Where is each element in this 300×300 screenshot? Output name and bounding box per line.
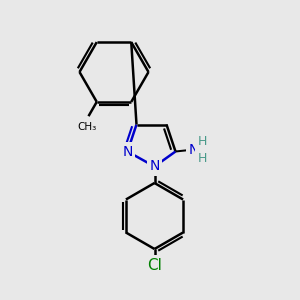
Text: H: H: [198, 135, 207, 148]
Text: N: N: [122, 145, 133, 158]
Text: N: N: [149, 160, 160, 173]
Text: H: H: [198, 152, 207, 165]
Text: Cl: Cl: [147, 258, 162, 273]
Text: CH₃: CH₃: [77, 122, 97, 132]
Text: N: N: [189, 143, 199, 157]
